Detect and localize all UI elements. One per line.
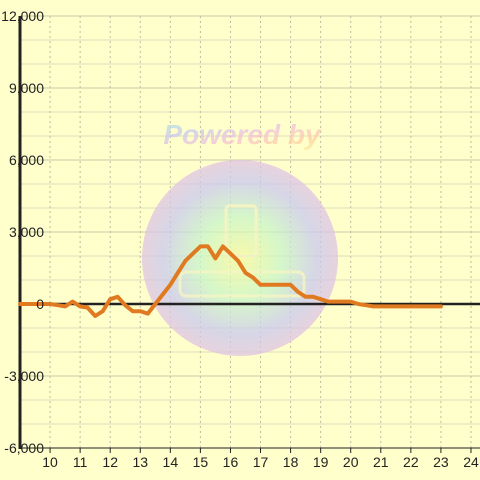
- y-tick-label: -6,000: [4, 440, 44, 456]
- watermark-glyph: [224, 204, 258, 258]
- y-tick-label: 3,000: [9, 224, 44, 240]
- axes: [18, 16, 480, 453]
- watermark-logo: Powered by: [142, 119, 338, 356]
- x-tick-label: 15: [193, 454, 209, 470]
- watermark-text: Powered by: [163, 119, 322, 150]
- series-layer: [18, 244, 443, 318]
- y-tick-label: 9,000: [9, 80, 44, 96]
- x-tick-label: 22: [403, 454, 419, 470]
- watermark-glyph: [178, 270, 306, 298]
- watermark-disc: [142, 160, 338, 356]
- x-tick-label: 10: [42, 454, 58, 470]
- x-tick-label: 12: [102, 454, 118, 470]
- x-tick-label: 21: [373, 454, 389, 470]
- tick-labels: -6,000 -3,000 0 3,000 6,000 9,000 12,000 10 11 12…: [1, 8, 479, 470]
- x-tick-label: 14: [163, 454, 179, 470]
- x-tick-label: 17: [253, 454, 269, 470]
- y-tick-label: 6,000: [9, 152, 44, 168]
- series-line: [18, 244, 443, 318]
- y-tick-label: 12,000: [1, 8, 44, 24]
- x-tick-label: 18: [283, 454, 299, 470]
- x-tick-label: 11: [73, 454, 88, 470]
- x-tick-label: 20: [343, 454, 359, 470]
- x-tick-label: 16: [223, 454, 239, 470]
- x-tick-label: 19: [313, 454, 329, 470]
- y-tick-label: 0: [36, 296, 44, 312]
- x-tick-label: 23: [433, 454, 449, 470]
- x-tick-label: 24: [463, 454, 479, 470]
- x-tick-label: 13: [132, 454, 148, 470]
- y-tick-label: -3,000: [4, 368, 44, 384]
